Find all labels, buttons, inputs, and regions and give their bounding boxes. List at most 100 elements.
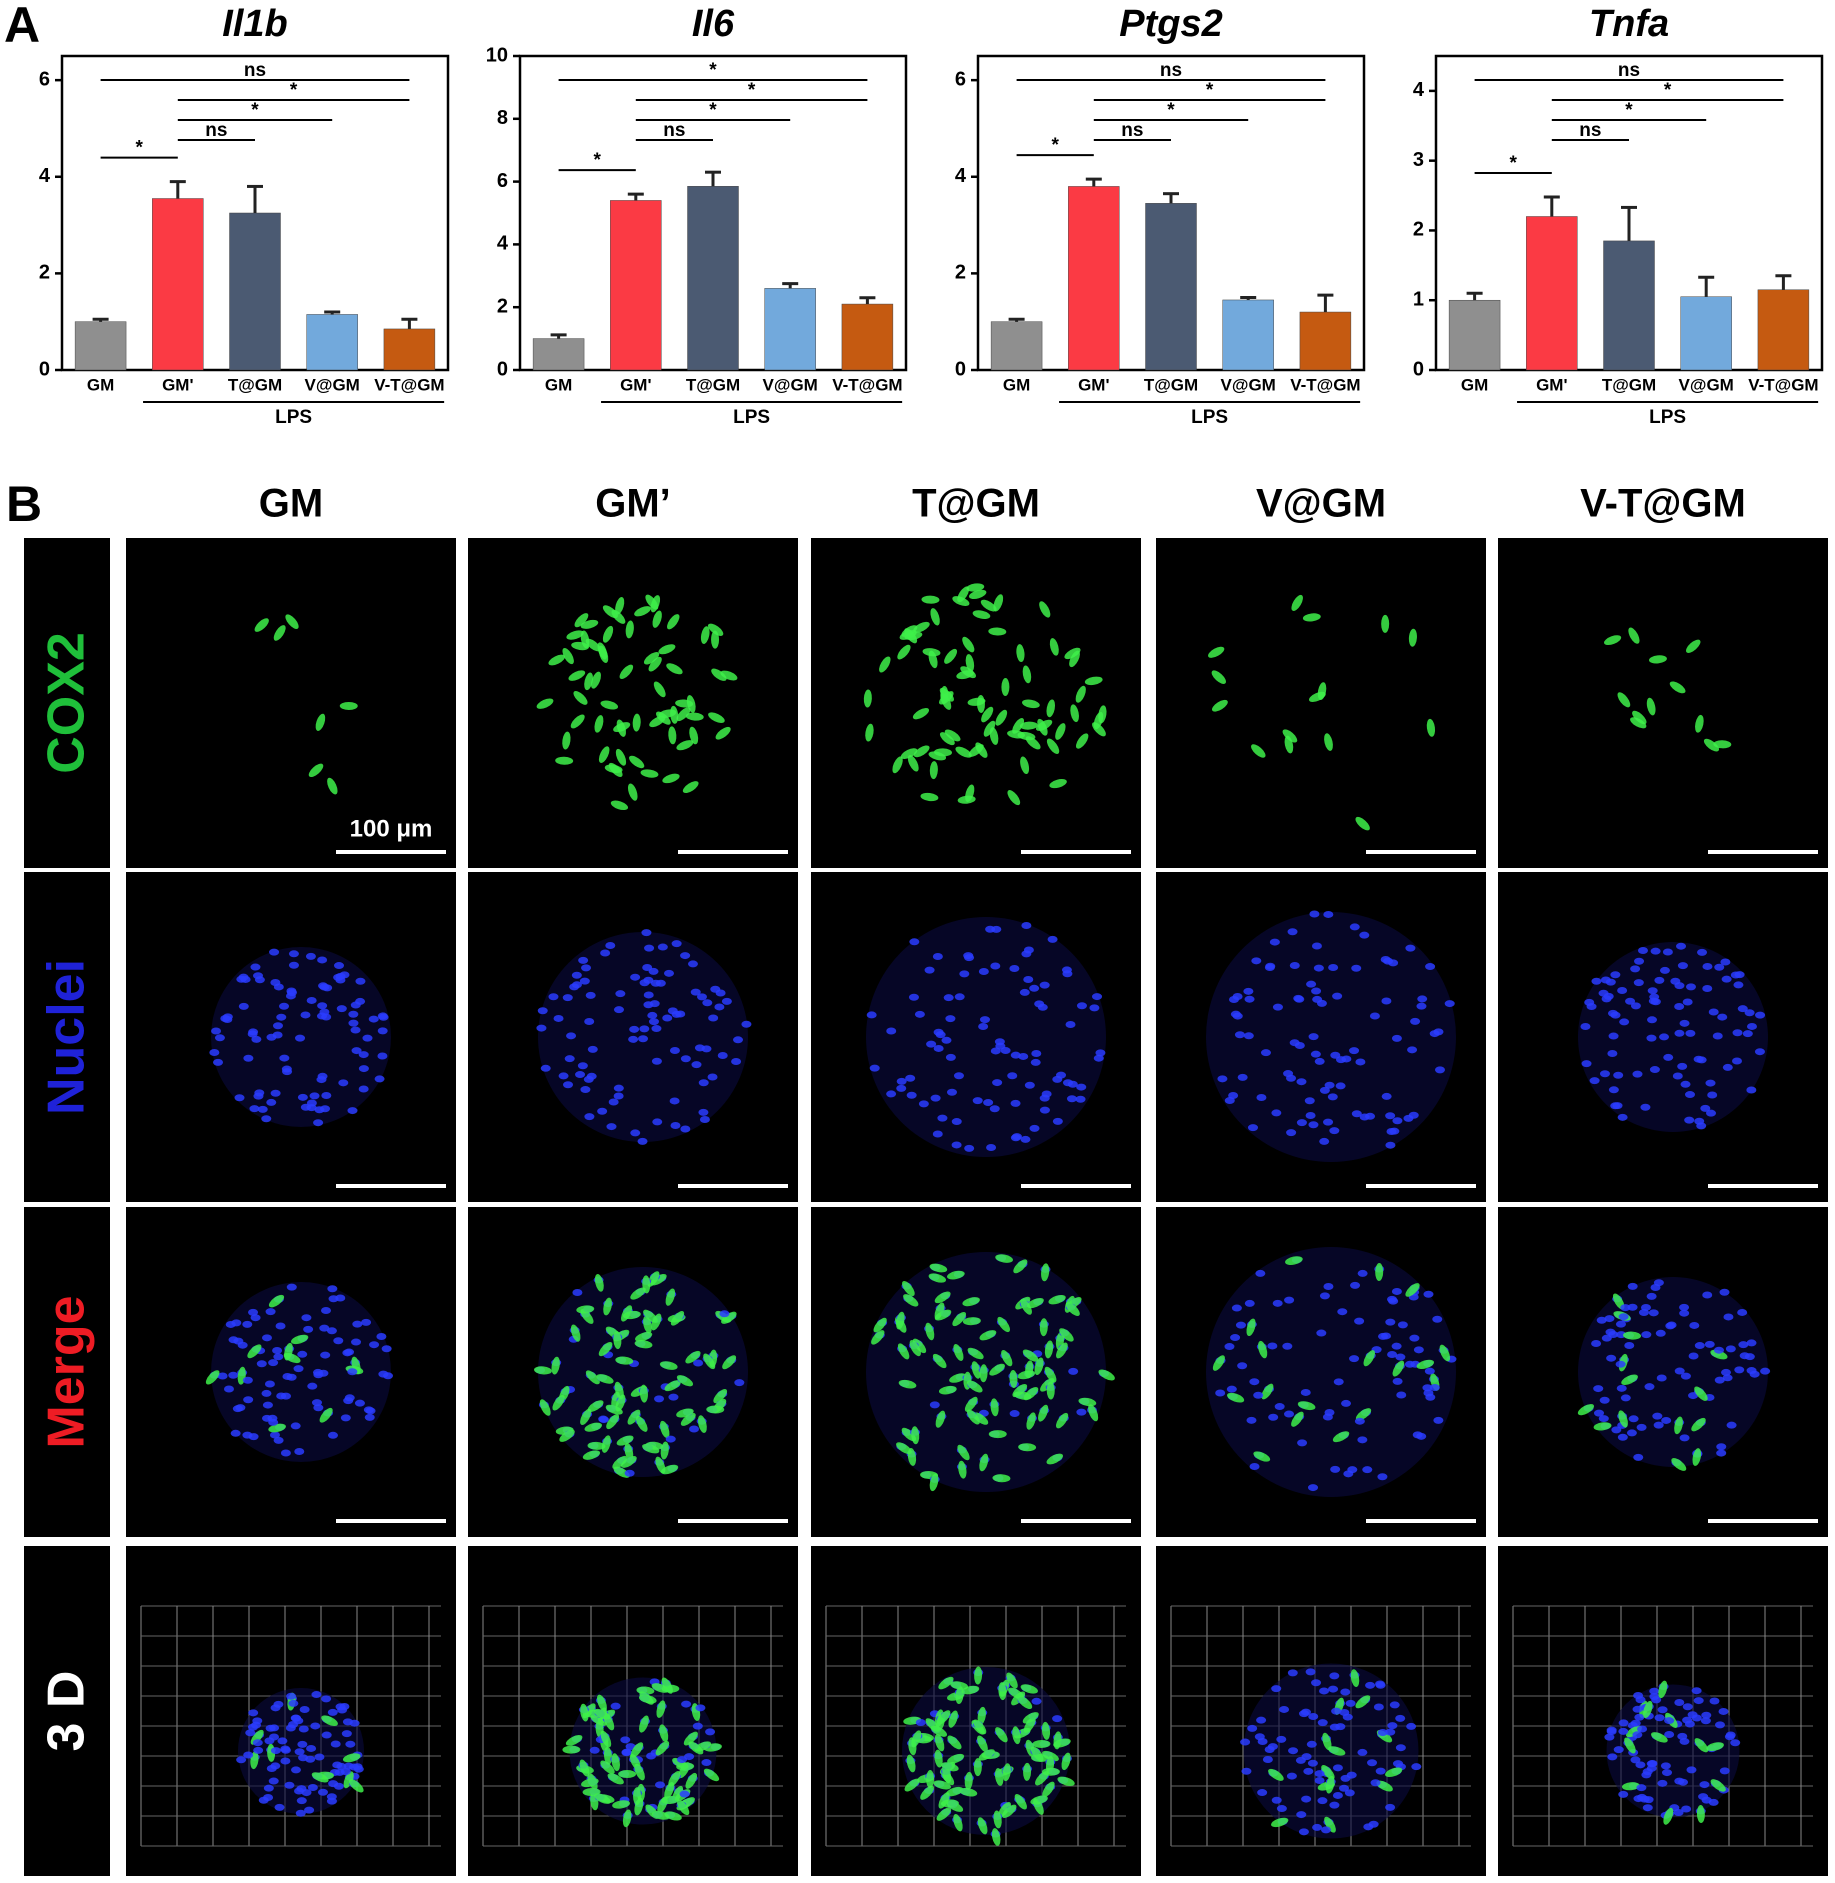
significance-label: * [748, 80, 756, 101]
sphere [1606, 1684, 1740, 1818]
nucleus [1294, 995, 1305, 1003]
cox2-signal [559, 1429, 575, 1442]
y-tick-label: 4 [497, 233, 509, 255]
cox2-signal [683, 1731, 698, 1746]
nucleus [1075, 1095, 1086, 1103]
nucleus [1274, 1403, 1285, 1411]
nucleus [1322, 1413, 1333, 1421]
nucleus [959, 970, 970, 978]
nucleus [1664, 1717, 1675, 1725]
nucleus [1385, 1112, 1396, 1120]
x-tick-label: V@GM [305, 375, 360, 394]
nucleus [213, 1058, 224, 1066]
nucleus [358, 1085, 369, 1093]
cox2-signal [1695, 714, 1704, 733]
nucleus [1626, 1429, 1637, 1437]
panel-label: B [6, 476, 42, 532]
nucleus [679, 1790, 690, 1798]
nucleus [1717, 1013, 1728, 1021]
nucleus [1340, 1688, 1351, 1696]
error-bar [627, 192, 644, 201]
nucleus [1674, 1003, 1685, 1011]
nucleus [630, 973, 641, 981]
nucleus [1677, 1062, 1688, 1070]
cox2-signal [904, 631, 923, 641]
y-tick-label: 6 [955, 68, 966, 90]
micrograph [811, 538, 1141, 868]
nucleus [985, 925, 996, 933]
y-tick-label: 4 [39, 165, 51, 187]
nucleus [1411, 1763, 1422, 1771]
cox2-signal [1048, 1295, 1066, 1305]
cox2-signal [598, 1341, 613, 1357]
nucleus [1395, 1744, 1406, 1752]
nucleus [1404, 1360, 1415, 1368]
nucleus [252, 1739, 263, 1747]
nucleus [313, 1119, 324, 1127]
error-bar [1698, 275, 1715, 297]
x-tick-label: GM' [162, 375, 193, 394]
nucleus [1613, 1071, 1624, 1079]
nucleus [1657, 1779, 1668, 1787]
nucleus [1608, 1032, 1619, 1040]
nucleus [321, 1091, 332, 1099]
nucleus [275, 1322, 286, 1330]
nucleus [1359, 1113, 1370, 1121]
group-label: LPS [1191, 407, 1228, 428]
cox2-signal [1075, 685, 1086, 703]
cox2-signal [1046, 738, 1060, 754]
cox2-signal [573, 691, 588, 705]
nucleus [1343, 1470, 1354, 1478]
nucleus [299, 1706, 310, 1714]
nucleus [908, 993, 919, 1001]
nucleus [1244, 1299, 1255, 1307]
cox2-signal [629, 755, 645, 769]
nucleus [1306, 1740, 1317, 1748]
significance-label: * [1625, 100, 1633, 121]
nucleus [1303, 1767, 1314, 1775]
cox2-signal [667, 614, 680, 630]
cox2-signal [651, 1683, 669, 1693]
cox2-signal [1604, 635, 1622, 646]
x-tick-label: GM' [1078, 375, 1109, 394]
nucleus [613, 1006, 624, 1014]
bar [306, 314, 358, 371]
cox2-signal [664, 1380, 681, 1392]
cox2-signal [977, 1817, 988, 1835]
error-bar [1775, 274, 1792, 290]
cox2-signal [929, 1263, 948, 1273]
cox2-signal [268, 1294, 285, 1308]
nucleus [351, 1338, 362, 1346]
nucleus [300, 1103, 311, 1111]
nucleus [1377, 1729, 1388, 1737]
nucleus [1267, 1342, 1278, 1350]
nucleus [1024, 1081, 1035, 1089]
significance-label: ns [1160, 60, 1182, 81]
cox2-signal [1694, 1738, 1709, 1753]
nucleus [1412, 1431, 1423, 1439]
nucleus [286, 1692, 297, 1700]
nucleus [1355, 1058, 1366, 1066]
cox2-signal [661, 1677, 673, 1694]
bar [1757, 289, 1810, 371]
nucleus [1589, 1077, 1600, 1085]
cox2-signal [973, 1758, 982, 1777]
cox2-signal [913, 621, 930, 633]
nucleus [1586, 1003, 1597, 1011]
nucleus [1296, 1811, 1307, 1819]
nucleus [583, 1075, 594, 1083]
cox2-signal [585, 638, 601, 652]
x-tick-label: T@GM [228, 375, 282, 394]
nucleus [1734, 1366, 1745, 1374]
cox2-signal [1018, 1443, 1037, 1452]
cox2-signal [962, 1297, 980, 1307]
cox2-signal [1017, 1695, 1033, 1710]
nucleus [1417, 995, 1428, 1003]
nucleus [1237, 1073, 1248, 1081]
nucleus [1283, 1070, 1294, 1078]
nucleus [1760, 1367, 1771, 1375]
cox2-signal [962, 1317, 981, 1326]
sphere [1578, 942, 1768, 1132]
nucleus [1304, 1097, 1315, 1105]
nucleus [1726, 1421, 1737, 1429]
